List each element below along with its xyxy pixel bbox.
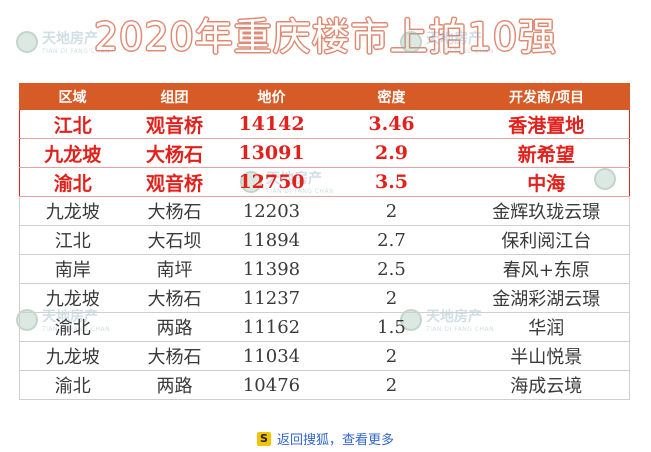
cell-developer: 中海: [463, 167, 630, 197]
column-header-density: 密度: [319, 83, 464, 110]
cell-developer: 春风+东原: [463, 254, 630, 284]
table-row: 渝北 两路 11162 1.5 华润: [19, 312, 630, 342]
cell-developer: 金湖彩湖云璟: [463, 283, 630, 313]
table-row: 渝北 两路 10476 2 海成云境: [19, 370, 630, 400]
chart-title: 2020年重庆楼市上拍10强: [93, 15, 558, 59]
cell-price: 13091: [223, 138, 320, 168]
cell-region: 江北: [19, 225, 126, 255]
cell-region: 九龙坡: [19, 283, 126, 313]
cell-price: 10476: [223, 370, 320, 400]
cell-developer: 香港置地: [463, 109, 630, 139]
return-sohu-link[interactable]: 返回搜狐，查看更多: [276, 433, 394, 448]
cell-price: 11034: [223, 341, 320, 371]
cell-cluster: 大杨石: [125, 138, 224, 168]
cell-density: 1.5: [319, 312, 464, 342]
table-row: 南岸 南坪 11398 2.5 春风+东原: [19, 254, 630, 284]
cell-price: 11398: [223, 254, 320, 284]
cell-cluster: 南坪: [125, 254, 224, 284]
cell-cluster: 观音桥: [125, 109, 224, 139]
cell-region: 南岸: [19, 254, 126, 284]
table-header-row: 区域 组团 地价 密度 开发商/项目: [19, 83, 630, 110]
cell-price: 11894: [223, 225, 320, 255]
table-row: 九龙坡 大杨石 13091 2.9 新希望: [19, 138, 630, 168]
sohu-logo-icon: S: [256, 431, 271, 446]
cell-density: 2: [319, 341, 464, 371]
cell-developer: 半山悦景: [463, 341, 630, 371]
cell-developer: 保利阅江台: [463, 225, 630, 255]
cell-price: 12203: [223, 196, 320, 226]
cell-cluster: 大杨石: [125, 341, 224, 371]
cell-region: 九龙坡: [19, 341, 126, 371]
cell-cluster: 观音桥: [125, 167, 224, 197]
cell-density: 2.7: [319, 225, 464, 255]
column-header-developer: 开发商/项目: [463, 83, 630, 110]
cell-density: 2: [319, 196, 464, 226]
cell-cluster: 大杨石: [125, 283, 224, 313]
table-row: 九龙坡 大杨石 12203 2 金辉玖珑云璟: [19, 196, 630, 226]
cell-developer: 华润: [463, 312, 630, 342]
cell-density: 2.5: [319, 254, 464, 284]
cell-density: 3.46: [319, 109, 464, 139]
cell-cluster: 两路: [125, 312, 224, 342]
table-row: 九龙坡 大杨石 11237 2 金湖彩湖云璟: [19, 283, 630, 313]
cell-region: 九龙坡: [19, 196, 126, 226]
footer-link[interactable]: S 返回搜狐，查看更多: [0, 429, 651, 448]
column-header-cluster: 组团: [125, 83, 224, 110]
cell-price: 11162: [223, 312, 320, 342]
cell-price: 11237: [223, 283, 320, 313]
cell-region: 九龙坡: [19, 138, 126, 168]
cell-price: 12750: [223, 167, 320, 197]
cell-density: 3.5: [319, 167, 464, 197]
cell-developer: 海成云境: [463, 370, 630, 400]
cell-cluster: 大杨石: [125, 196, 224, 226]
table-row: 渝北 观音桥 12750 3.5 中海: [19, 167, 630, 197]
cell-developer: 金辉玖珑云璟: [463, 196, 630, 226]
cell-region: 渝北: [19, 312, 126, 342]
cell-density: 2.9: [319, 138, 464, 168]
cell-density: 2: [319, 370, 464, 400]
column-header-region: 区域: [19, 83, 126, 110]
cell-region: 渝北: [19, 167, 126, 197]
table-row: 九龙坡 大杨石 11034 2 半山悦景: [19, 341, 630, 371]
cell-price: 14142: [223, 109, 320, 139]
cell-region: 渝北: [19, 370, 126, 400]
table-row: 江北 大石坝 11894 2.7 保利阅江台: [19, 225, 630, 255]
table-row: 江北 观音桥 14142 3.46 香港置地: [19, 109, 630, 139]
column-header-price: 地价: [223, 83, 320, 110]
cell-density: 2: [319, 283, 464, 313]
cell-region: 江北: [19, 109, 126, 139]
cell-cluster: 两路: [125, 370, 224, 400]
cell-developer: 新希望: [463, 138, 630, 168]
cell-cluster: 大石坝: [125, 225, 224, 255]
land-auction-table: 区域 组团 地价 密度 开发商/项目 江北 观音桥 14142 3.46 香港置地 九龙坡…: [19, 83, 630, 400]
